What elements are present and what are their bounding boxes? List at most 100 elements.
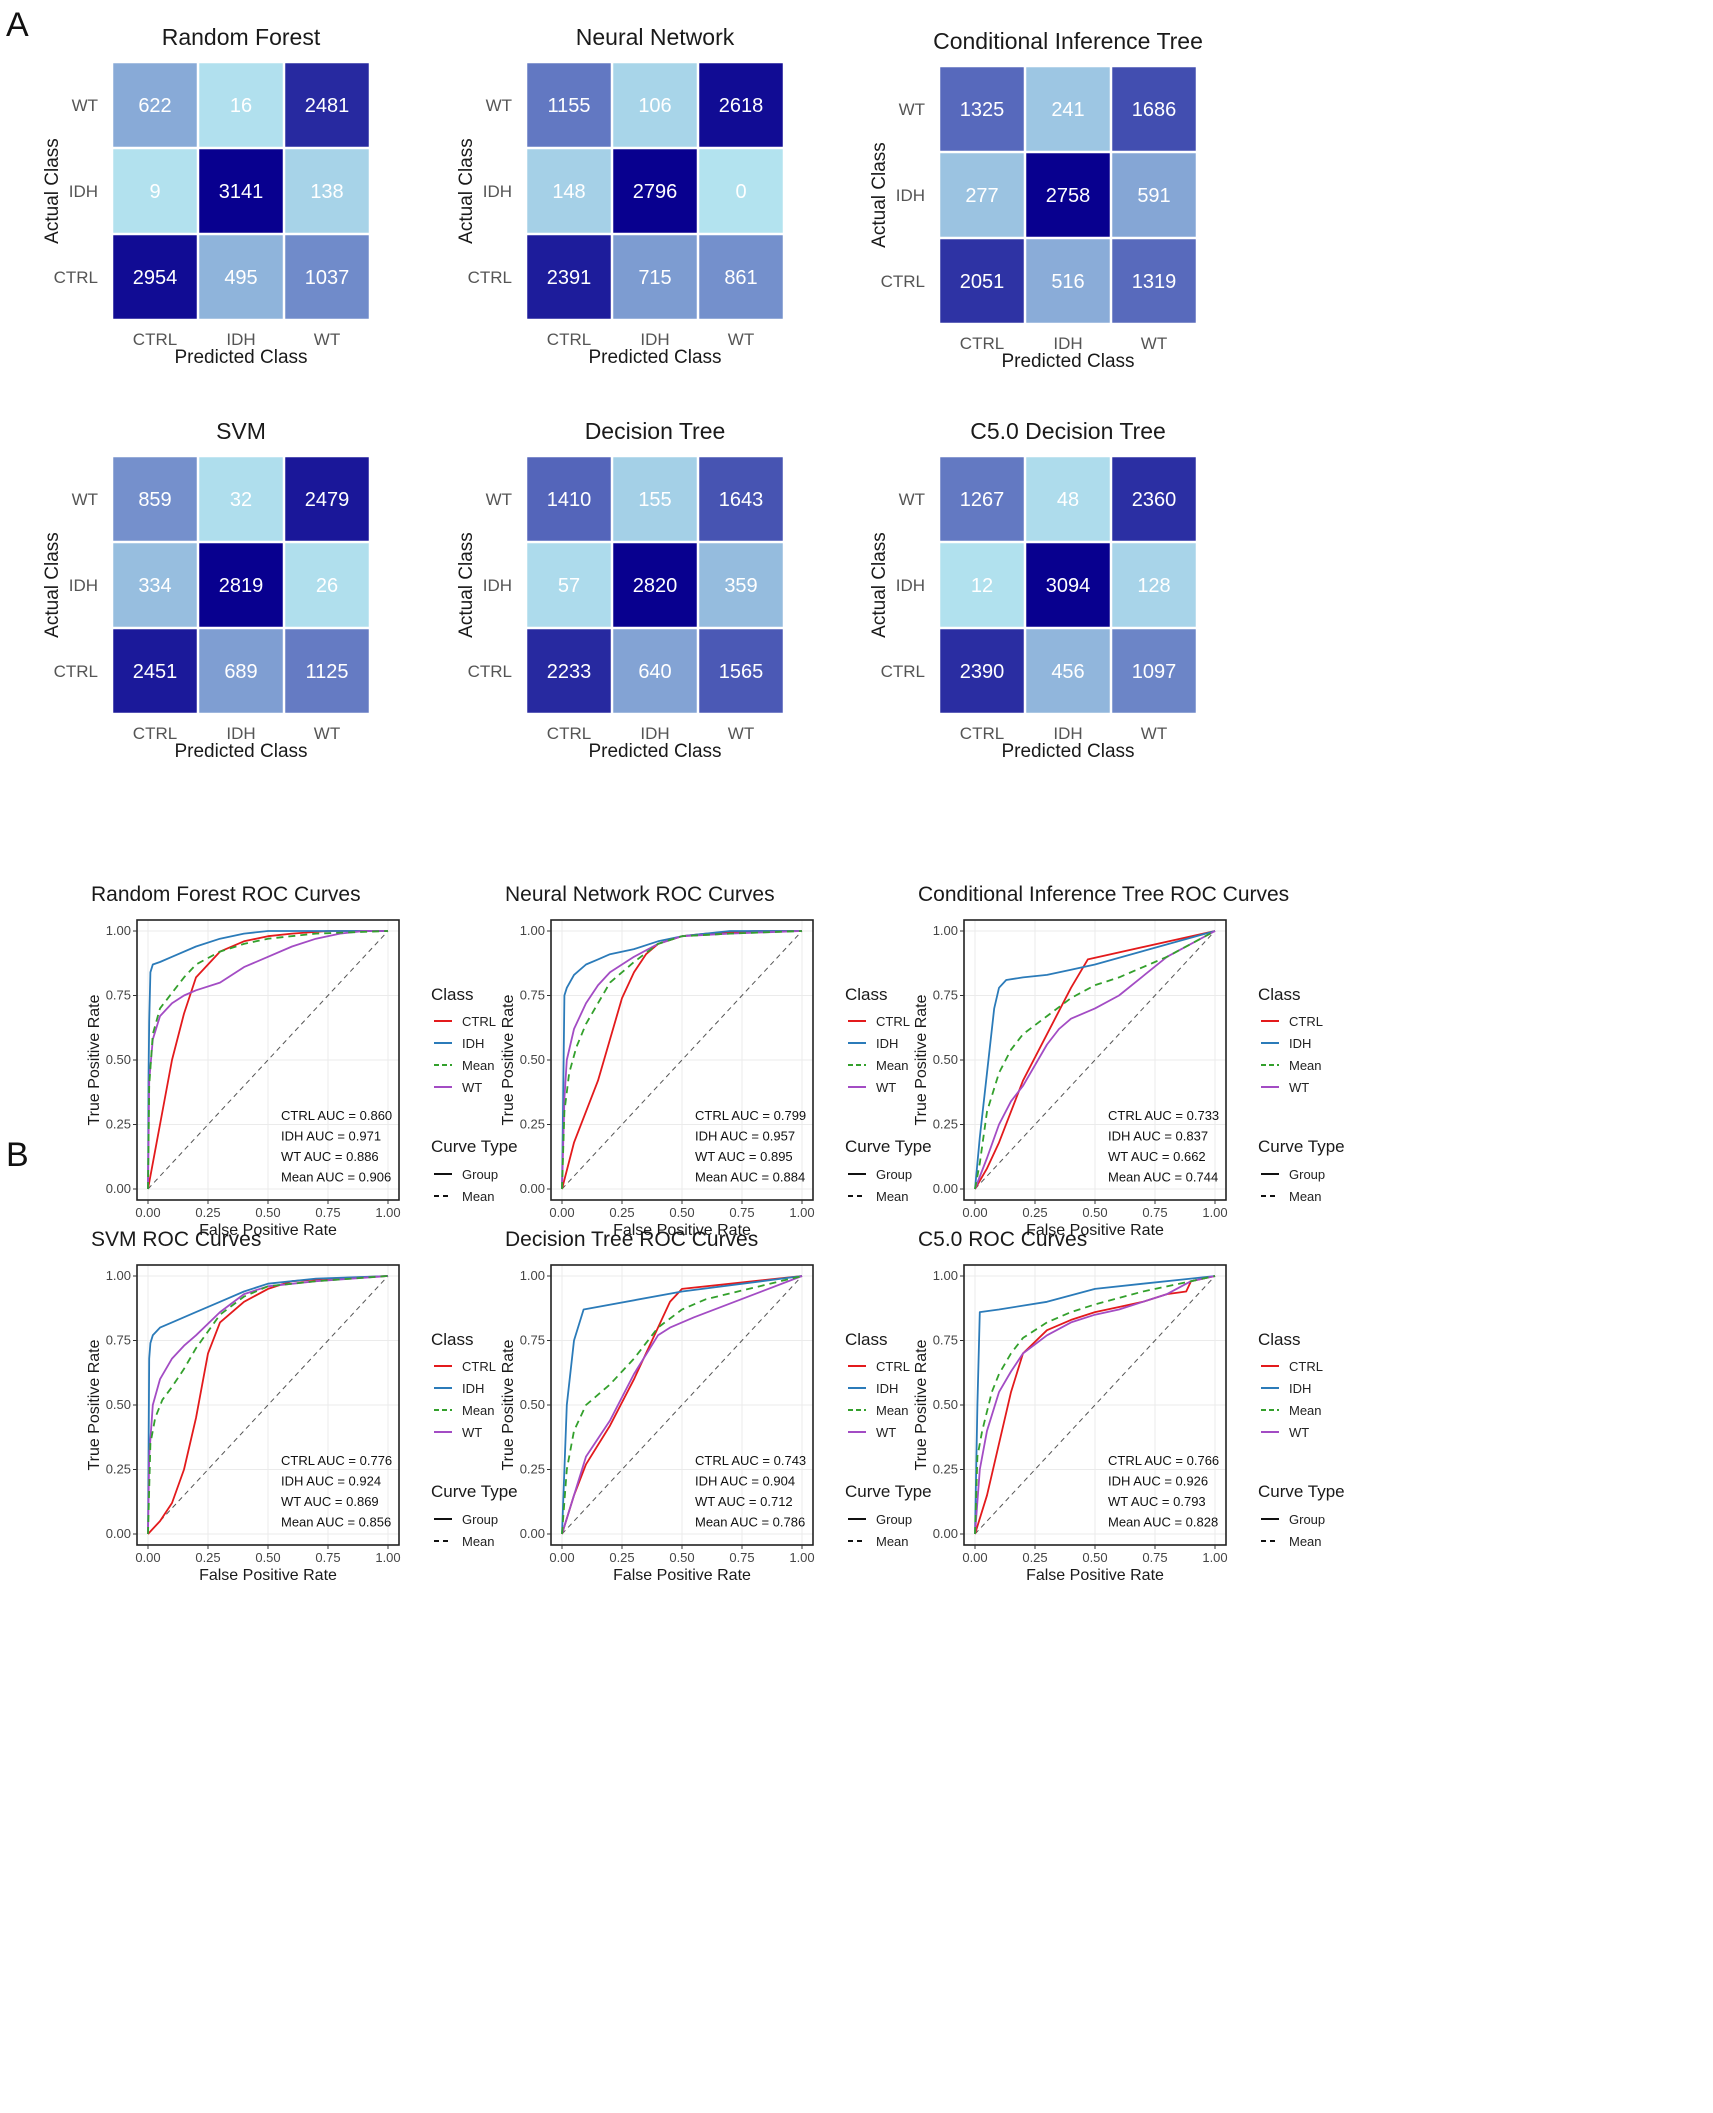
roc-x-tick-label: 0.00 bbox=[135, 1205, 160, 1220]
cm-cell bbox=[113, 629, 197, 713]
cm-x-axis-label: Predicted Class bbox=[174, 347, 307, 368]
roc-curve-mean bbox=[974, 1275, 1216, 1535]
cm-cell-value: 155 bbox=[638, 489, 671, 511]
cm-y-axis-label: Actual Class bbox=[42, 532, 63, 638]
cm-cell-value: 2481 bbox=[305, 95, 350, 117]
legend-item-label: Mean bbox=[1289, 1189, 1322, 1204]
legend-item-label: WT bbox=[1289, 1425, 1309, 1440]
cm-cell bbox=[699, 457, 783, 541]
legend-item-label: Mean bbox=[876, 1534, 909, 1549]
roc-auc-annotation: IDH AUC = 0.926 bbox=[1108, 1474, 1208, 1489]
cm-x-tick-label: CTRL bbox=[133, 724, 177, 743]
confusion-matrix-cm_nn: Neural Network 1155 106 2618 148 2796 0 2391 715… bbox=[456, 24, 783, 368]
roc-x-tick-label: 1.00 bbox=[375, 1205, 400, 1220]
legend-class-title: Class bbox=[431, 985, 474, 1004]
roc-auc-annotation: IDH AUC = 0.957 bbox=[695, 1129, 795, 1144]
cm-cell bbox=[113, 63, 197, 147]
cm-cell bbox=[699, 149, 783, 233]
cm-cell bbox=[285, 457, 369, 541]
roc-diagonal-line bbox=[974, 1275, 1216, 1535]
cm-cell bbox=[1112, 153, 1196, 237]
roc-x-tick-label: 0.25 bbox=[195, 1550, 220, 1565]
roc-x-tick-label: 0.50 bbox=[255, 1550, 280, 1565]
roc-curve-idh bbox=[147, 930, 388, 1190]
legend-item-label: IDH bbox=[876, 1036, 898, 1051]
roc-x-tick-label: 0.25 bbox=[609, 1205, 634, 1220]
roc-y-tick-label: 0.75 bbox=[520, 988, 545, 1003]
cm-cell-value: 861 bbox=[724, 267, 757, 289]
roc-chart-roc_c50: C5.0 ROC Curves 0.00 0.00 0.25 0.25 0.50 0.50 0… bbox=[913, 1228, 1345, 1584]
roc-y-tick-label: 0.50 bbox=[520, 1397, 545, 1412]
legend-item-label: Mean bbox=[876, 1058, 909, 1073]
cm-cell bbox=[1026, 543, 1110, 627]
roc-curve-idh bbox=[974, 1275, 1216, 1535]
cm-cell bbox=[1112, 543, 1196, 627]
roc-y-tick-label: 0.00 bbox=[520, 1526, 545, 1541]
cm-cell-value: 2796 bbox=[633, 181, 678, 203]
legend-item-label: WT bbox=[876, 1080, 896, 1095]
legend-item-label: IDH bbox=[462, 1381, 484, 1396]
cm-y-tick-label: CTRL bbox=[881, 272, 925, 291]
roc-curve-wt bbox=[974, 1275, 1216, 1535]
roc-chart-roc_svm: SVM ROC Curves 0.00 0.00 0.25 0.25 0.50 0.50 0.… bbox=[86, 1228, 518, 1584]
roc-x-tick-label: 0.25 bbox=[195, 1205, 220, 1220]
cm-cell bbox=[1026, 457, 1110, 541]
roc-title: SVM ROC Curves bbox=[91, 1228, 261, 1251]
legend-item-label: Mean bbox=[876, 1403, 909, 1418]
legend-item-label: Mean bbox=[1289, 1403, 1322, 1418]
cm-cell bbox=[527, 149, 611, 233]
roc-y-axis-label: True Positive Rate bbox=[86, 994, 103, 1125]
roc-diagonal-line bbox=[561, 930, 803, 1190]
confusion-matrix-cm_cit: Conditional Inference Tree 1325 241 1686 277… bbox=[869, 28, 1203, 372]
cm-title: Conditional Inference Tree bbox=[933, 28, 1203, 54]
roc-y-axis-label: True Positive Rate bbox=[500, 994, 517, 1125]
cm-cell-value: 138 bbox=[310, 181, 343, 203]
legend-item-label: WT bbox=[462, 1425, 482, 1440]
roc-curve-wt bbox=[147, 930, 388, 1190]
roc-curve-mean bbox=[147, 1275, 389, 1535]
cm-y-tick-label: CTRL bbox=[468, 268, 512, 287]
cm-cell-value: 359 bbox=[724, 575, 757, 597]
roc-y-tick-label: 0.50 bbox=[106, 1397, 131, 1412]
cm-cell bbox=[285, 629, 369, 713]
legend-class-title: Class bbox=[1258, 1330, 1301, 1349]
legend-item-label: IDH bbox=[1289, 1036, 1311, 1051]
legend-type-title: Curve Type bbox=[431, 1137, 518, 1156]
cm-x-tick-label: WT bbox=[728, 330, 754, 349]
roc-auc-annotation: CTRL AUC = 0.743 bbox=[695, 1453, 806, 1468]
roc-y-tick-label: 0.50 bbox=[106, 1052, 131, 1067]
roc-y-tick-label: 0.25 bbox=[520, 1462, 545, 1477]
roc-auc-annotation: Mean AUC = 0.906 bbox=[281, 1170, 391, 1185]
legend-class-title: Class bbox=[845, 1330, 888, 1349]
roc-y-tick-label: 0.00 bbox=[520, 1181, 545, 1196]
cm-y-axis-label: Actual Class bbox=[456, 532, 477, 638]
cm-cell bbox=[527, 543, 611, 627]
cm-cell-value: 495 bbox=[224, 267, 257, 289]
legend-class-title: Class bbox=[431, 1330, 474, 1349]
legend-item-label: CTRL bbox=[1289, 1359, 1323, 1374]
roc-x-tick-label: 0.75 bbox=[315, 1550, 340, 1565]
legend-item-label: WT bbox=[1289, 1080, 1309, 1095]
cm-x-axis-label: Predicted Class bbox=[588, 741, 721, 762]
cm-x-tick-label: CTRL bbox=[547, 724, 591, 743]
legend-item-label: Group bbox=[462, 1167, 498, 1182]
roc-curve-wt bbox=[561, 930, 803, 1190]
cm-cell bbox=[1026, 239, 1110, 323]
roc-y-tick-label: 0.75 bbox=[520, 1333, 545, 1348]
roc-x-axis-label: False Positive Rate bbox=[613, 1222, 751, 1239]
roc-x-tick-label: 0.25 bbox=[1022, 1550, 1047, 1565]
roc-title: Random Forest ROC Curves bbox=[91, 883, 361, 906]
roc-y-tick-label: 0.00 bbox=[106, 1526, 131, 1541]
roc-auc-annotation: CTRL AUC = 0.776 bbox=[281, 1453, 392, 1468]
roc-x-axis-label: False Positive Rate bbox=[199, 1222, 337, 1239]
cm-title: SVM bbox=[216, 418, 266, 444]
roc-auc-annotation: WT AUC = 0.895 bbox=[695, 1149, 793, 1164]
roc-y-tick-label: 1.00 bbox=[520, 923, 545, 938]
cm-x-axis-label: Predicted Class bbox=[588, 347, 721, 368]
confusion-matrix-cm_dt: Decision Tree 1410 155 1643 57 2820 359 2233 640… bbox=[456, 418, 783, 762]
cm-cell bbox=[613, 457, 697, 541]
legend-type-title: Curve Type bbox=[845, 1482, 932, 1501]
cm-y-tick-label: IDH bbox=[896, 186, 925, 205]
roc-y-axis-label: True Positive Rate bbox=[86, 1339, 103, 1470]
cm-cell-value: 16 bbox=[230, 95, 252, 117]
